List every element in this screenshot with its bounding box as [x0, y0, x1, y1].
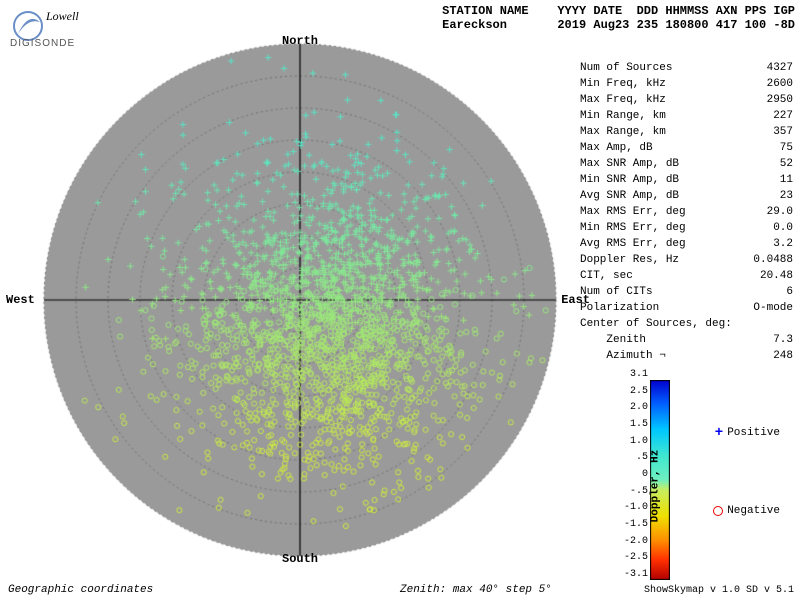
- colorbar-label: Doppler, Hz: [650, 450, 662, 523]
- header-block: STATION NAME YYYY DATE DDD HHMMSS AXN PP…: [442, 4, 795, 32]
- stats-row: Max Range, km357: [579, 124, 794, 140]
- header-labels: STATION NAME YYYY DATE DDD HHMMSS AXN PP…: [442, 4, 795, 18]
- stats-row: Zenith7.3: [579, 332, 794, 348]
- stats-row: Azimuth ¬248: [579, 348, 794, 364]
- stats-row: Min Freq, kHz2600: [579, 76, 794, 92]
- stats-table: Num of Sources4327Min Freq, kHz2600Max F…: [579, 60, 794, 364]
- footer-left: Geographic coordinates: [8, 584, 153, 596]
- stats-row: Doppler Res, Hz0.0488: [579, 252, 794, 268]
- stats-row: Max Amp, dB75: [579, 140, 794, 156]
- svg-text:Lowell: Lowell: [45, 9, 79, 23]
- stats-row: Num of CITs6: [579, 284, 794, 300]
- stats-row: Min Range, km227: [579, 108, 794, 124]
- stats-row: Avg RMS Err, deg3.2: [579, 236, 794, 252]
- footer-right: ShowSkymap v 1.0 SD v 5.1: [644, 585, 794, 596]
- header-values: Eareckson 2019 Aug23 235 180800 417 100 …: [442, 18, 795, 32]
- footer-mid: Zenith: max 40° step 5°: [400, 584, 552, 596]
- circle-icon: [713, 506, 723, 516]
- stats-panel: Num of Sources4327Min Freq, kHz2600Max F…: [579, 60, 794, 364]
- label-west: West: [6, 293, 35, 307]
- legend-positive: + Positive: [715, 425, 780, 441]
- stats-row: Max SNR Amp, dB52: [579, 156, 794, 172]
- stats-row: Max Freq, kHz2950: [579, 92, 794, 108]
- skymap-plot: North South West East: [40, 40, 560, 560]
- polar-canvas: [40, 40, 560, 560]
- label-north: North: [282, 34, 318, 48]
- stats-row: Avg SNR Amp, dB23: [579, 188, 794, 204]
- stats-row: Num of Sources4327: [579, 60, 794, 76]
- stats-row: Max RMS Err, deg29.0: [579, 204, 794, 220]
- stats-row: Min SNR Amp, dB11: [579, 172, 794, 188]
- plus-icon: +: [715, 425, 723, 441]
- legend-pos-text: Positive: [727, 427, 780, 439]
- stats-row: Min RMS Err, deg0.0: [579, 220, 794, 236]
- stats-row: Center of Sources, deg:: [579, 316, 794, 332]
- label-south: South: [282, 552, 318, 566]
- legend-negative: Negative: [713, 505, 780, 518]
- stats-row: CIT, sec20.48: [579, 268, 794, 284]
- stats-row: PolarizationO-mode: [579, 300, 794, 316]
- legend-neg-text: Negative: [727, 505, 780, 517]
